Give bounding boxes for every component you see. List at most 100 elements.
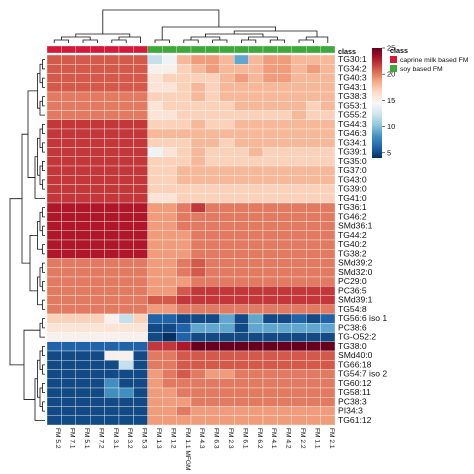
heatmap-cell [277,378,292,389]
heatmap-cell [248,73,264,83]
heatmap-cell [306,202,321,213]
heatmap-cell [234,128,249,139]
color-scale-tick-label: 25 [387,44,395,53]
heatmap-cell [75,212,91,222]
heatmap-cell [234,230,249,241]
heatmap-cell [277,295,292,305]
heatmap-cell [176,91,192,102]
heatmap-cell [262,73,278,83]
heatmap-cell [133,128,148,139]
heatmap-cell [104,249,120,259]
heatmap-cell [118,156,134,167]
heatmap-cell [133,101,148,111]
heatmap-cell [320,267,336,278]
heatmap-cell [61,369,76,379]
heatmap-cell [190,313,206,324]
heatmap-cell [147,54,163,65]
heatmap-cell [147,332,163,342]
heatmap-cell [118,64,134,74]
heatmap-cell [320,350,336,361]
row-label: TG40:2 [338,239,367,249]
heatmap-cell [75,249,91,259]
heatmap-cell [176,332,192,342]
row-dendrogram-link [42,179,45,190]
heatmap-cell [291,378,307,389]
heatmap-cell [277,110,292,120]
heatmap-cell [219,313,235,324]
heatmap-cell [219,147,235,157]
heatmap-cell [147,397,163,407]
heatmap-cell [320,193,336,204]
column-dendrogram-link [190,36,221,40]
row-dendrogram-link [42,382,45,394]
heatmap-cell [205,73,220,83]
heatmap-cell [248,239,264,250]
heatmap-cell [205,91,220,102]
heatmap-cell [291,73,307,83]
row-label: TG46:2 [338,211,367,221]
column-dendrogram-link [111,39,127,43]
heatmap-cell [90,295,105,305]
heatmap-cell [176,295,192,305]
heatmap-cell [90,230,105,241]
row-dendrogram-link [42,225,45,236]
heatmap-cell [234,286,249,296]
heatmap-cell [306,397,321,407]
heatmap-cell [147,91,163,102]
heatmap-cell [219,64,235,74]
heatmap-cell [104,110,120,120]
heatmap-cell [248,397,264,407]
heatmap-cell [46,258,62,268]
heatmap-cell [262,332,278,342]
heatmap-cell [176,221,192,231]
heatmap-cell [90,175,105,185]
heatmap-cell [248,202,264,213]
heatmap-cell [46,101,62,111]
heatmap-cell [277,147,292,157]
heatmap-cell [219,184,235,194]
heatmap-cell [320,184,336,194]
row-label: PC36:5 [338,285,367,295]
heatmap-cell [133,212,148,222]
heatmap-cell [234,54,249,65]
row-label: TG56:6 iso 1 [338,313,387,323]
heatmap-cell [219,341,235,352]
column-label: FM 5.1 [83,428,90,449]
heatmap-cell [176,397,192,407]
heatmap-cell [205,323,220,333]
heatmap-cell [61,193,76,204]
heatmap-cell [320,91,336,102]
heatmap-cell [277,258,292,268]
heatmap-cell [162,221,177,231]
column-label: FM 6.1 [241,428,248,449]
heatmap-cell [118,165,134,176]
heatmap-cell [219,110,235,120]
color-scale-bar [372,48,382,158]
heatmap-cell [176,212,192,222]
heatmap-cell [190,147,206,157]
heatmap-cell [306,378,321,389]
heatmap-cell [61,54,76,65]
heatmap-cell [61,91,76,102]
heatmap-cell [219,82,235,93]
heatmap-cell [61,202,76,213]
heatmap-cell [291,91,307,102]
heatmap-cell [104,415,120,426]
heatmap-cell [248,258,264,268]
heatmap-cell [190,230,206,241]
heatmap-cell [320,286,336,296]
heatmap-cell [162,249,177,259]
heatmap-cell [262,119,278,130]
heatmap-cell [190,165,206,176]
heatmap-cell [219,212,235,222]
heatmap-cell [75,258,91,268]
heatmap-cell [234,175,249,185]
heatmap-cell [162,406,177,416]
heatmap-cell [291,156,307,167]
heatmap-cell [205,54,220,65]
heatmap-cell [248,119,264,130]
heatmap-cell [262,295,278,305]
heatmap-cell [176,387,192,398]
heatmap-cell [234,119,249,130]
heatmap-cell [277,286,292,296]
